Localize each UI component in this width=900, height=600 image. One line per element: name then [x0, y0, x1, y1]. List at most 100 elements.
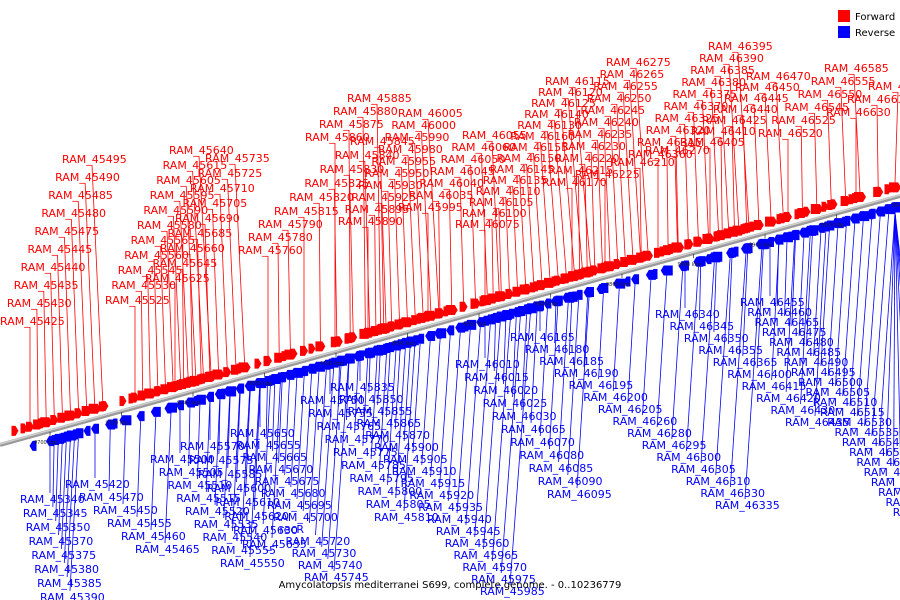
- gene-label[interactable]: RAM_46545: [784, 101, 849, 114]
- gene-label[interactable]: RAM_45695: [267, 499, 332, 512]
- gene-label[interactable]: RAM_46170: [542, 176, 607, 189]
- gene-label[interactable]: RAM_45705: [183, 197, 248, 210]
- gene-label[interactable]: RAM_46410: [691, 125, 756, 138]
- gene-label[interactable]: RAM_45490: [55, 171, 120, 184]
- gene-label[interactable]: RAM_46055: [462, 129, 527, 142]
- gene-label[interactable]: RAM_46495: [791, 366, 856, 379]
- gene-label[interactable]: RAM_45795: [349, 472, 414, 485]
- gene-label[interactable]: RAM_45515: [176, 492, 241, 505]
- gene-label[interactable]: RAM_46355: [698, 344, 763, 357]
- gene-label[interactable]: RAM_46035: [409, 189, 474, 202]
- gene-label[interactable]: RAM_46500: [798, 376, 863, 389]
- gene-label[interactable]: RAM_45580: [137, 219, 202, 232]
- gene-label[interactable]: RAM_45495: [62, 153, 127, 166]
- gene-label[interactable]: RAM_45345: [23, 507, 88, 520]
- gene-label[interactable]: RAM_46480: [769, 336, 834, 349]
- gene-label[interactable]: RAM_45645: [153, 257, 218, 270]
- gene-label[interactable]: RAM_45955: [371, 155, 436, 168]
- gene-label[interactable]: RAM_46160: [510, 130, 575, 143]
- gene-label[interactable]: RAM_45970: [462, 561, 527, 574]
- gene-label[interactable]: RAM_46390: [699, 52, 764, 65]
- gene-label[interactable]: RAM_45510: [168, 479, 233, 492]
- gene-label[interactable]: RAM_45500: [150, 453, 215, 466]
- gene-label[interactable]: RAM_46260: [613, 415, 678, 428]
- gene-label[interactable]: RAM_46325: [655, 112, 720, 125]
- gene-label[interactable]: RAM_46235: [568, 128, 633, 141]
- gene-label[interactable]: RAM_45455: [107, 517, 172, 530]
- gene-label[interactable]: RAM_46300: [656, 451, 721, 464]
- gene-label[interactable]: RAM_46395: [708, 40, 773, 53]
- gene-label[interactable]: RAM_46570: [864, 466, 900, 479]
- gene-label[interactable]: RAM_45765: [316, 420, 381, 433]
- gene-label[interactable]: RAM_46375: [672, 88, 737, 101]
- gene-label[interactable]: RAM_46190: [554, 367, 619, 380]
- gene-label[interactable]: RAM_45525: [105, 294, 170, 307]
- gene-label[interactable]: RAM_45680: [261, 487, 326, 500]
- gene-label[interactable]: RAM_46580: [878, 486, 900, 499]
- gene-label[interactable]: RAM_46005: [398, 107, 463, 120]
- gene-label[interactable]: RAM_46320: [646, 124, 711, 137]
- gene-label[interactable]: RAM_46335: [715, 499, 780, 512]
- gene-label[interactable]: RAM_45865: [356, 417, 421, 430]
- gene-label[interactable]: RAM_46025: [483, 397, 548, 410]
- gene-label[interactable]: RAM_46540: [842, 436, 900, 449]
- gene-label[interactable]: RAM_45480: [41, 207, 106, 220]
- gene-label[interactable]: RAM_46435: [785, 416, 850, 429]
- gene-label[interactable]: RAM_45460: [121, 530, 186, 543]
- gene-label[interactable]: RAM_46195: [569, 379, 634, 392]
- gene-label[interactable]: RAM_45760: [238, 244, 303, 257]
- gene-label[interactable]: RAM_45340: [20, 493, 85, 506]
- gene-label[interactable]: RAM_46550: [798, 88, 863, 101]
- gene-label[interactable]: RAM_45900: [374, 441, 439, 454]
- gene-label[interactable]: RAM_45920: [409, 489, 474, 502]
- gene-label[interactable]: RAM_45505: [159, 466, 224, 479]
- gene-label[interactable]: RAM_45435: [14, 279, 79, 292]
- gene-label[interactable]: RAM_46095: [547, 488, 612, 501]
- gene-label[interactable]: RAM_46430: [771, 404, 836, 417]
- gene-label[interactable]: RAM_46470: [746, 70, 811, 83]
- gene-label[interactable]: RAM_45665: [242, 451, 307, 464]
- gene-label[interactable]: RAM_46200: [583, 391, 648, 404]
- gene-label[interactable]: RAM_45870: [365, 429, 430, 442]
- gene-label[interactable]: RAM_46255: [593, 80, 658, 93]
- gene-label[interactable]: RAM_45835: [330, 381, 395, 394]
- gene-label[interactable]: RAM_45625: [145, 272, 210, 285]
- gene-label[interactable]: RAM_45930: [358, 179, 423, 192]
- gene-label[interactable]: RAM_45535: [194, 518, 259, 531]
- gene-label[interactable]: RAM_45730: [292, 547, 357, 560]
- gene-label[interactable]: RAM_45630: [233, 524, 298, 537]
- gene-label[interactable]: RAM_45590: [143, 204, 208, 217]
- gene-label[interactable]: RAM_46475: [762, 326, 827, 339]
- gene-label[interactable]: RAM_46350: [684, 332, 749, 345]
- gene-label[interactable]: RAM_45560: [124, 249, 189, 262]
- gene-label[interactable]: RAM_46040: [419, 177, 484, 190]
- gene-label[interactable]: RAM_46140: [524, 108, 589, 121]
- gene-label[interactable]: RAM_45545: [118, 264, 183, 277]
- gene-label[interactable]: RAM_46515: [820, 406, 885, 419]
- gene-label[interactable]: RAM_46180: [525, 343, 590, 356]
- gene-label[interactable]: RAM_46465: [755, 316, 820, 329]
- gene-label[interactable]: RAM_46050: [441, 153, 506, 166]
- gene-label[interactable]: RAM_45740: [298, 559, 363, 572]
- gene-label[interactable]: RAM_45690: [175, 212, 240, 225]
- gene-label[interactable]: RAM_45745: [304, 571, 369, 584]
- gene-label[interactable]: RAM_46270: [645, 144, 710, 157]
- gene-label[interactable]: RAM_46125: [531, 97, 596, 110]
- gene-label[interactable]: RAM_45830: [320, 163, 385, 176]
- gene-label[interactable]: RAM_46440: [713, 103, 778, 116]
- gene-label[interactable]: RAM_46585: [824, 62, 889, 75]
- gene-label[interactable]: RAM_45530: [111, 279, 176, 292]
- gene-label[interactable]: RAM_46150: [497, 152, 562, 165]
- gene-label[interactable]: RAM_45985: [480, 585, 545, 598]
- gene-label[interactable]: RAM_45610: [215, 496, 280, 509]
- gene-label[interactable]: RAM_45950: [365, 167, 430, 180]
- gene-label[interactable]: RAM_45655: [236, 439, 301, 452]
- gene-label[interactable]: RAM_46635: [847, 93, 900, 106]
- gene-label[interactable]: RAM_46340: [655, 308, 720, 321]
- gene-label[interactable]: RAM_46280: [627, 427, 692, 440]
- gene-label[interactable]: RAM_46135: [483, 174, 548, 187]
- gene-label[interactable]: RAM_45550: [220, 557, 285, 570]
- gene-label[interactable]: RAM_46485: [776, 346, 841, 359]
- gene-label[interactable]: RAM_45710: [190, 182, 255, 195]
- gene-label[interactable]: RAM_46085: [529, 462, 594, 475]
